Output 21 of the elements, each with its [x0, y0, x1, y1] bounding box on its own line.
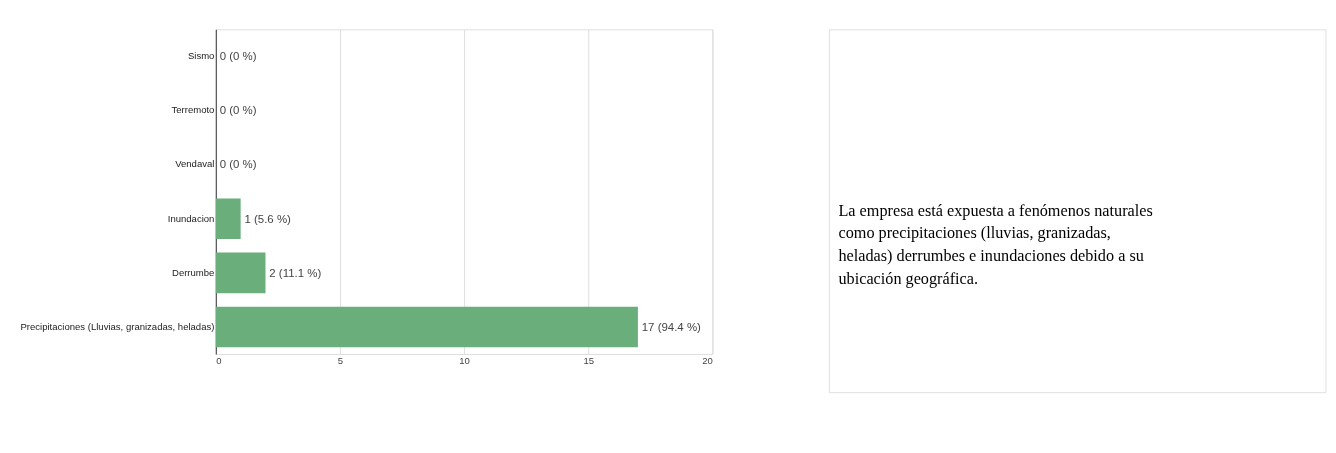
bar	[215, 252, 266, 294]
y-tick-label: Inundacion	[167, 212, 215, 224]
x-tick-label: 5	[337, 355, 344, 367]
x-tick-label: 20	[702, 355, 713, 367]
bar	[215, 306, 638, 348]
data-label: 0 (0 %)	[219, 158, 257, 171]
y-tick-label: Terremoto	[171, 104, 215, 116]
data-label: 1 (5.6 %)	[244, 212, 292, 225]
data-label: 0 (0 %)	[219, 104, 257, 117]
data-label: 2 (11.1 %)	[269, 266, 322, 279]
y-tick-label: Precipitaciones (Lluvias, granizadas, heladas)	[20, 320, 215, 332]
x-tick-label: 0	[216, 355, 222, 367]
data-label: 0 (0 %)	[219, 50, 257, 63]
data-label: 17 (94.4 %)	[641, 320, 702, 333]
text: La empresa está expuesta a fenómenos naturales como precipitaciones (lluvias, granizadas, heladas) derrumbes e inundaciones debido a su ubicación geográfica.	[838, 201, 1153, 289]
bar	[215, 198, 241, 240]
y-tick-label: Sismo	[187, 50, 215, 62]
y-tick-label: Vendaval	[175, 158, 215, 170]
x-tick-label: 15	[583, 355, 595, 367]
x-tick-label: 10	[459, 355, 470, 367]
y-tick-label: Derrumbe	[172, 266, 215, 278]
